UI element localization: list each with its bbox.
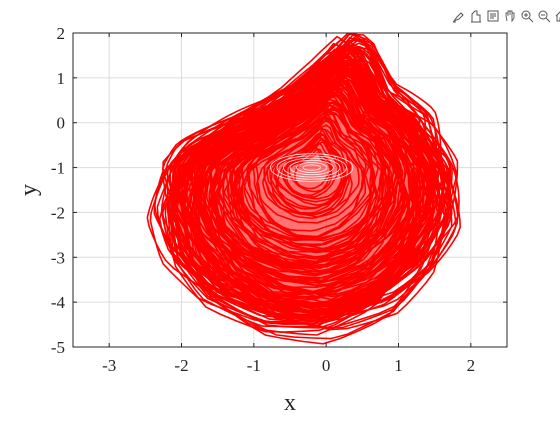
y-tick-label: -1 xyxy=(51,159,65,178)
trajectory-loop xyxy=(190,68,421,311)
zoom-in-icon[interactable] xyxy=(520,8,534,24)
y-tick-label: -3 xyxy=(51,248,65,267)
trajectory-loop xyxy=(146,33,457,318)
brush-icon[interactable] xyxy=(452,8,466,24)
x-axis-label: x xyxy=(284,390,296,416)
trajectory-loop xyxy=(171,44,452,309)
trajectory-loop xyxy=(217,91,400,280)
x-tick-label: -2 xyxy=(174,356,188,375)
y-axis-label: y xyxy=(16,184,42,196)
x-tick-label: -3 xyxy=(102,356,116,375)
trajectory-loop xyxy=(171,45,435,305)
zoom-out-icon[interactable] xyxy=(537,8,551,24)
trajectory-loop xyxy=(288,148,333,193)
y-tick-label: -4 xyxy=(51,293,66,312)
y-tick-label: 1 xyxy=(57,69,66,88)
trajectory-loop xyxy=(181,47,441,301)
trajectory-loop xyxy=(252,117,367,239)
data-tips-icon[interactable] xyxy=(469,8,483,24)
y-tick-label: -2 xyxy=(51,203,65,222)
pan-icon[interactable] xyxy=(503,8,517,24)
trajectory-loop xyxy=(197,75,411,276)
trajectory-loop xyxy=(215,92,394,264)
x-tick-label: 1 xyxy=(394,356,403,375)
trajectory-loop xyxy=(276,139,350,210)
trajectory-loop xyxy=(211,88,396,268)
inner-gap xyxy=(270,153,354,182)
series-layer xyxy=(146,33,462,345)
plot-frame xyxy=(72,32,508,348)
legend-icon[interactable] xyxy=(486,8,500,24)
trajectory-loop xyxy=(207,84,398,284)
axes-toolbar xyxy=(452,8,560,26)
trajectory-loop xyxy=(269,132,345,209)
ticks xyxy=(73,32,507,348)
y-tick-label: -5 xyxy=(51,338,65,357)
trajectory-loop xyxy=(170,46,451,326)
trajectory-loop xyxy=(233,105,372,241)
x-tick-label: 2 xyxy=(467,356,476,375)
trajectory-loop xyxy=(217,84,397,259)
x-tick-label: -1 xyxy=(247,356,261,375)
trajectory-loop xyxy=(161,54,431,303)
trajectory-loop xyxy=(241,107,387,259)
inner-gap xyxy=(302,164,321,171)
x-tick-label: 0 xyxy=(322,356,331,375)
trajectory-loop xyxy=(273,133,347,203)
home-icon[interactable] xyxy=(554,8,560,24)
trajectory-loop xyxy=(230,104,378,254)
y-tick-labels: 2 1 0 -1 -2 -3 -4 -5 xyxy=(51,24,66,357)
trajectory-loop xyxy=(247,112,379,251)
inner-gap xyxy=(283,157,341,178)
y-tick-label: 0 xyxy=(57,114,66,133)
inner-gap xyxy=(276,155,347,180)
x-tick-labels: -3 -2 -1 0 1 2 xyxy=(102,356,475,375)
trajectory-loop xyxy=(213,84,406,258)
inner-gap xyxy=(289,159,334,176)
trajectory-loop xyxy=(172,45,446,331)
inner-gap xyxy=(296,162,328,173)
y-tick-label: 2 xyxy=(57,24,66,43)
